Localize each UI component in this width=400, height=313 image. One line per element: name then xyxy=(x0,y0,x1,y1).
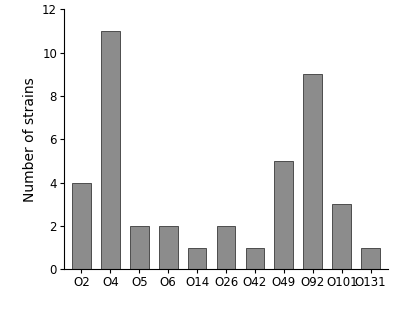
Bar xyxy=(361,248,380,269)
Bar xyxy=(216,226,236,269)
Y-axis label: Number of strains: Number of strains xyxy=(22,77,36,202)
Bar xyxy=(130,226,149,269)
Bar xyxy=(246,248,264,269)
Bar xyxy=(188,248,206,269)
Bar xyxy=(72,182,91,269)
Bar xyxy=(332,204,351,269)
Bar xyxy=(159,226,178,269)
Bar xyxy=(101,31,120,269)
Bar xyxy=(303,74,322,269)
Bar xyxy=(274,161,293,269)
